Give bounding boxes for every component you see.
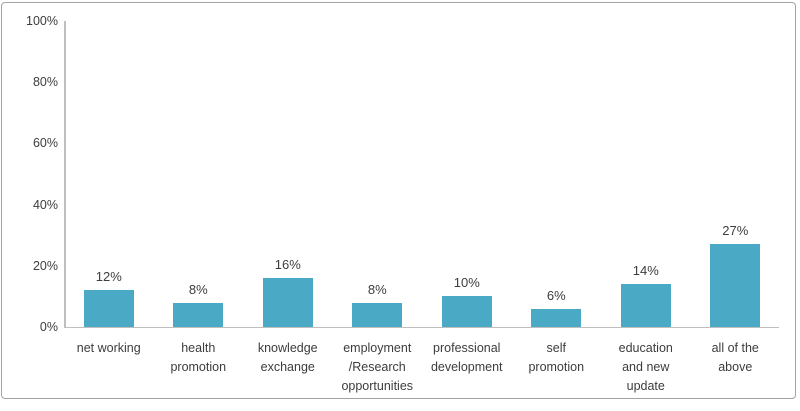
- x-axis-line: [64, 326, 779, 329]
- y-tick-label: 20%: [32, 258, 58, 273]
- bar-column: 14%: [601, 21, 691, 327]
- y-tick-label: 100%: [26, 14, 58, 28]
- bar: [620, 284, 671, 327]
- y-axis-line: [64, 21, 66, 328]
- plot-area: 12% 8% 16% 8% 10% 6% 14% 27%: [64, 21, 780, 327]
- chart-frame: 0% 20% 40% 60% 80% 100% 12% 8% 16% 8% 10% 6% 14% 27%…: [1, 2, 796, 399]
- bar-column: 12%: [64, 21, 154, 327]
- bar: [710, 244, 761, 327]
- bar-column: 8%: [333, 21, 423, 327]
- bar: [441, 296, 492, 327]
- bar: [262, 278, 313, 327]
- bar-value-label: 10%: [453, 275, 480, 291]
- y-tick-label: 40%: [32, 197, 58, 212]
- bar: [173, 302, 224, 327]
- bar-value-label: 8%: [367, 281, 387, 297]
- bar-column: 16%: [243, 21, 333, 327]
- x-axis-labels: net working health promotion knowledge exc…: [64, 339, 780, 396]
- bar-value-label: 16%: [274, 257, 301, 273]
- x-tick-label: knowledge exchange: [257, 341, 318, 374]
- x-tick-label: employment /Research opportunities: [341, 341, 414, 393]
- bar-value-label: 6%: [546, 287, 566, 303]
- y-tick-label: 80%: [32, 75, 58, 90]
- x-tick-label: education and new update: [618, 341, 673, 393]
- bar-value-label: 27%: [722, 223, 749, 239]
- bar-column: 8%: [154, 21, 244, 327]
- bar-value-label: 8%: [188, 281, 208, 297]
- x-tick-label: health promotion: [170, 341, 227, 374]
- y-tick-label: 0%: [39, 320, 58, 334]
- x-tick-label: professional development: [430, 341, 503, 374]
- x-tick-label: self promotion: [528, 341, 585, 374]
- bar-value-label: 14%: [632, 263, 659, 279]
- bar-column: 27%: [691, 21, 781, 327]
- bar-column: 10%: [422, 21, 512, 327]
- x-tick-label: net working: [76, 341, 141, 355]
- x-tick-label: all of the above: [711, 341, 759, 374]
- bar: [352, 302, 403, 327]
- bar: [83, 290, 134, 327]
- bar: [531, 308, 582, 327]
- y-tick-label: 60%: [32, 136, 58, 151]
- bar-value-label: 12%: [95, 269, 122, 285]
- bar-column: 6%: [512, 21, 602, 327]
